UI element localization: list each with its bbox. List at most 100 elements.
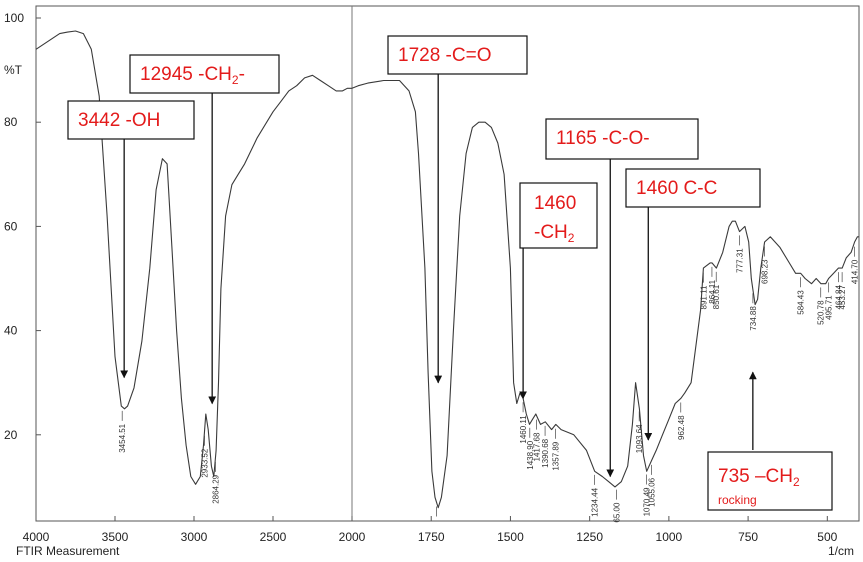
annotation-coc: 1165 -C-O- (545, 118, 699, 478)
y-tick-label: 60 (4, 219, 18, 233)
peak-label: 734.88 (749, 293, 758, 331)
x-tick-label: 500 (817, 530, 837, 544)
peak-label: 2933.52 (201, 435, 210, 478)
peak-value: 850.61 (712, 284, 721, 309)
peak-value: 584.43 (797, 290, 806, 315)
peak-value: 414.70 (850, 259, 859, 284)
peak-value: 2864.29 (211, 474, 220, 503)
peak-value: 1438.90 (526, 440, 535, 469)
peak-label: 520.78 (817, 287, 826, 325)
y-tick-label: 100 (4, 11, 24, 25)
x-tick-label: 2000 (339, 530, 366, 544)
x-tick-label: 4000 (23, 530, 50, 544)
peak-label: 1417.68 (533, 419, 542, 461)
annotation-text-line2: -CH2 (534, 222, 575, 245)
annotation-ch2b: 1460 -CH2 (519, 182, 598, 400)
x-tick-labels: 4000 3500 3000 2500 2000 1750 1500 1250 1000 750 5… (23, 516, 838, 544)
annotation-box (67, 100, 195, 140)
y-tick-labels: 100 80 60 40 20 (4, 11, 41, 442)
annotation-text: 1165 -C-O- (556, 128, 650, 149)
peak-value: 520.78 (817, 300, 826, 325)
peak-value: 891.11 (699, 285, 708, 309)
peak-value: 1234.44 (591, 487, 600, 516)
series-layer (35, 30, 859, 509)
peak-value: 777.31 (735, 248, 744, 273)
peak-label: 891.11 (699, 272, 708, 309)
peak-value: 1055.06 (647, 477, 656, 506)
y-tick-label: 40 (4, 324, 18, 338)
peak-label: 1055.06 (647, 464, 656, 507)
peak-label: 1438.90 (526, 427, 535, 470)
peak-label: 1460.11 (519, 402, 528, 444)
annotation-cc: 1460 C-C (625, 168, 761, 441)
peak-value: 495.71 (825, 295, 834, 320)
x-tick-label: 750 (738, 530, 758, 544)
x-axis-unit: 1/cm (828, 544, 854, 558)
peak-label: 414.70 (850, 246, 859, 284)
peak-label: 1070.49 (643, 474, 652, 516)
annotation-box (545, 118, 699, 160)
peak-label: 453.27 (838, 272, 847, 310)
peak-value: 1417.68 (533, 432, 542, 461)
annotation-co: 1728 -C=O (387, 35, 528, 384)
annotation-ch2a: 12945 -CH2- (129, 54, 280, 405)
peak-label: 1390.68 (541, 425, 550, 468)
peak-value: 1460.11 (519, 415, 528, 444)
annotation-text: 1728 -C=O (398, 45, 491, 66)
peak-label: 962.48 (677, 402, 686, 440)
peak-value: 1357.89 (551, 441, 560, 470)
annotation-subtext: rocking (718, 493, 757, 507)
annotation-oh: 3442 -OH (67, 100, 195, 379)
peak-label: 464.84 (834, 272, 843, 310)
peak-label: 777.31 (735, 235, 744, 273)
peak-label: 864.11 (708, 266, 717, 304)
annotation-box (129, 54, 280, 94)
y-tick-label: 80 (4, 115, 18, 129)
annotation-text: 735 –CH2 (718, 466, 800, 489)
peak-label: 1357.89 (551, 428, 560, 471)
annotation-box (519, 182, 598, 249)
peak-value: 1093.64 (635, 424, 644, 453)
peak-label: 495.71 (825, 282, 834, 320)
annotation-box (625, 168, 761, 208)
peak-value: 1070.49 (643, 487, 652, 516)
annotation-rock: 735 –CH2 rocking (707, 371, 833, 511)
x-tick-label: 1750 (418, 530, 445, 544)
annotation-text: 1460 C-C (636, 178, 717, 199)
peak-value: 734.88 (749, 306, 758, 331)
x-tick-label: 1250 (576, 530, 603, 544)
y-tick-label: 20 (4, 428, 18, 442)
annotation-text: 1460 (534, 193, 576, 214)
x-tick-label: 1500 (497, 530, 524, 544)
spectrum-line (35, 30, 859, 509)
peak-value: 864.11 (708, 279, 717, 303)
peak-value: 464.84 (834, 285, 843, 310)
peak-value: 962.48 (677, 415, 686, 440)
peak-value: 453.27 (838, 285, 847, 310)
peak-value: 2933.52 (201, 448, 210, 477)
x-axis-label: FTIR Measurement (16, 544, 120, 558)
peak-label: 1234.44 (591, 474, 600, 517)
peak-label: 2864.29 (211, 461, 220, 504)
annotation-box (387, 35, 528, 75)
x-tick-label: 2500 (260, 530, 287, 544)
x-tick-label: 1000 (656, 530, 683, 544)
peak-value: 65.00 (613, 502, 622, 523)
peak-label: 850.61 (712, 271, 721, 309)
peak-label: 584.43 (797, 277, 806, 315)
peak-value: 698.23 (760, 259, 769, 284)
x-tick-label: 3000 (181, 530, 208, 544)
annotation-text: 12945 -CH2- (140, 64, 245, 87)
y-axis-label: %T (4, 63, 23, 77)
peak-label: 65.00 (613, 489, 622, 523)
annotation-box (707, 451, 833, 511)
peak-value: 1390.68 (541, 438, 550, 467)
peak-label: 1093.64 (635, 411, 644, 453)
annotation-text: 3442 -OH (78, 110, 160, 131)
peak-value: 3454.51 (118, 423, 127, 452)
annotations: 3442 -OH 12945 -CH2- 1728 -C=O 1460 -CH2 1165… (67, 35, 833, 511)
peak-label: 698.23 (760, 246, 769, 284)
x-tick-label: 3500 (102, 530, 129, 544)
